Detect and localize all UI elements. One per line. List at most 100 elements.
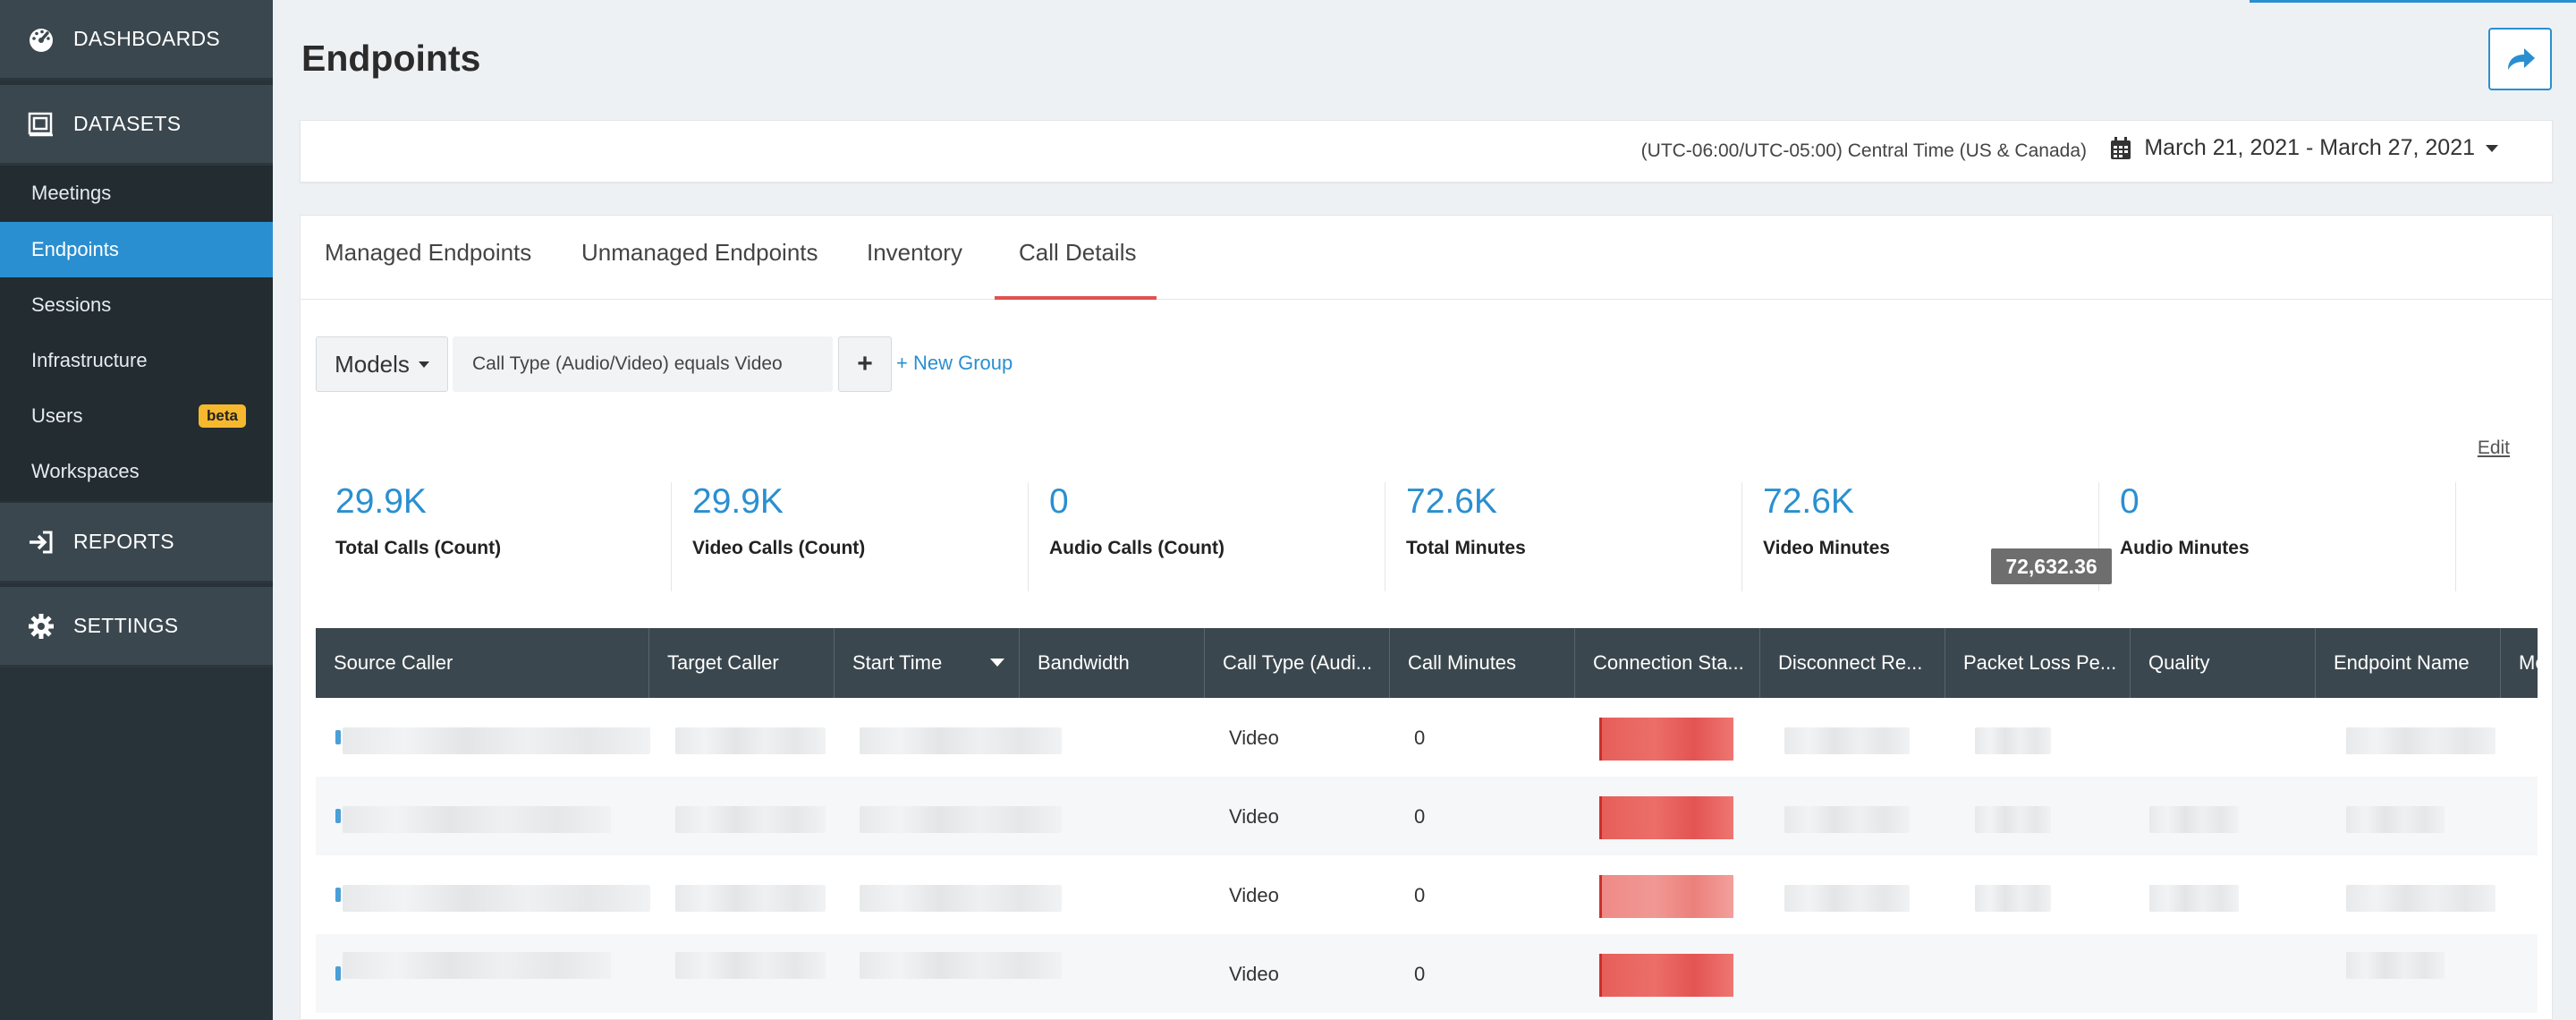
sidebar-item-label: Users (31, 404, 83, 427)
tab-unmanaged-endpoints[interactable]: Unmanaged Endpoints (581, 239, 818, 266)
new-group-link[interactable]: + New Group (896, 352, 1013, 374)
call-minutes-cell: 0 (1414, 805, 1426, 828)
redacted-cell (1975, 885, 2051, 912)
beta-badge: beta (199, 404, 246, 428)
sidebar-item-users[interactable]: Users beta (0, 388, 273, 444)
metric-video-minutes: 72.6K Video Minutes (1743, 482, 2099, 591)
metric-label: Total Calls (Count) (335, 538, 502, 558)
sidebar-item-label: Sessions (31, 293, 112, 316)
call-minutes-cell: 0 (1414, 963, 1426, 985)
connection-status-bar (1599, 875, 1733, 918)
metric-label: Video Calls (Count) (692, 538, 866, 558)
redacted-cell (2346, 727, 2496, 754)
sidebar-section-label: SETTINGS (73, 614, 179, 637)
main-content: Endpoints (UTC-06:00/UTC-05:00) Central … (273, 0, 2576, 1020)
tab-managed-endpoints[interactable]: Managed Endpoints (325, 239, 532, 266)
content-panel: Managed Endpoints Unmanaged Endpoints In… (300, 215, 2553, 1020)
column-header-disconnect-reason[interactable]: Disconnect Re... (1760, 628, 1945, 698)
column-header-connection-status[interactable]: Connection Sta... (1575, 628, 1760, 698)
metric-total-minutes: 72.6K Total Minutes (1386, 482, 1742, 591)
share-button[interactable] (2488, 28, 2552, 90)
metric-audio-minutes: 0 Audio Minutes (2100, 482, 2456, 591)
tab-bar: Managed Endpoints Unmanaged Endpoints In… (301, 216, 2552, 300)
metric-label: Total Minutes (1406, 538, 1526, 558)
table-row[interactable]: Video 0 (316, 698, 2538, 777)
metric-label: Video Minutes (1763, 538, 1890, 558)
active-tab-indicator (995, 296, 1157, 300)
redacted-cell (1975, 727, 2051, 754)
tab-call-details[interactable]: Call Details (1019, 239, 1137, 266)
metric-value: 0 (2120, 482, 2140, 521)
date-range-picker[interactable]: March 21, 2021 - March 27, 2021 (2110, 135, 2498, 161)
column-header-quality[interactable]: Quality (2131, 628, 2316, 698)
share-arrow-icon (2507, 48, 2535, 70)
column-header-packet-loss[interactable]: Packet Loss Pe... (1945, 628, 2131, 698)
chevron-down-icon (2486, 144, 2498, 152)
sidebar-section-datasets[interactable]: DATASETS (0, 85, 273, 166)
sidebar: DASHBOARDS DATASETS Meetings Endpoints S… (0, 0, 273, 1020)
call-type-cell: Video (1229, 727, 1279, 749)
column-header-call-type[interactable]: Call Type (Audi... (1205, 628, 1390, 698)
redacted-cell (860, 952, 1062, 979)
sidebar-section-dashboards[interactable]: DASHBOARDS (0, 0, 273, 81)
row-marker (335, 809, 341, 823)
sidebar-item-meetings[interactable]: Meetings (0, 166, 273, 221)
redacted-cell (343, 806, 611, 833)
models-dropdown[interactable]: Models (316, 336, 448, 392)
redacted-cell (675, 727, 826, 754)
call-minutes-cell: 0 (1414, 884, 1426, 906)
redacted-cell (675, 885, 826, 912)
redacted-cell (343, 952, 611, 979)
redacted-cell (1784, 885, 1910, 912)
sidebar-item-infrastructure[interactable]: Infrastructure (0, 333, 273, 388)
column-header-bandwidth[interactable]: Bandwidth (1020, 628, 1205, 698)
metric-video-calls: 29.9K Video Calls (Count) (673, 482, 1029, 591)
redacted-cell (2346, 952, 2445, 979)
tab-inventory[interactable]: Inventory (867, 239, 962, 266)
redacted-cell (675, 806, 826, 833)
chevron-down-icon (418, 361, 429, 368)
sidebar-item-label: Infrastructure (31, 349, 148, 371)
column-header-more[interactable]: Me (2501, 628, 2538, 698)
table-row[interactable]: Video 0 (316, 855, 2538, 934)
gear-icon (27, 612, 55, 641)
connection-status-bar (1599, 954, 1733, 997)
table-header: Source Caller Target Caller Start Time B… (316, 628, 2538, 698)
redacted-cell (1784, 806, 1910, 833)
metric-audio-calls: 0 Audio Calls (Count) (1030, 482, 1385, 591)
sidebar-section-reports[interactable]: REPORTS (0, 503, 273, 583)
edit-metrics-link[interactable]: Edit (2477, 438, 2510, 458)
sidebar-item-endpoints[interactable]: Endpoints (0, 222, 273, 277)
table-row[interactable]: Video 0 (316, 777, 2538, 855)
sidebar-section-label: REPORTS (73, 530, 174, 553)
value-tooltip: 72,632.36 (1991, 548, 2112, 584)
reports-signin-icon (27, 528, 55, 557)
column-header-source-caller[interactable]: Source Caller (316, 628, 649, 698)
timezone-label[interactable]: (UTC-06:00/UTC-05:00) Central Time (US &… (1640, 140, 2087, 161)
sidebar-section-settings[interactable]: SETTINGS (0, 587, 273, 667)
metric-total-calls: 29.9K Total Calls (Count) (316, 482, 672, 591)
date-range-label: March 21, 2021 - March 27, 2021 (2144, 135, 2475, 160)
sidebar-item-label: Endpoints (31, 238, 119, 260)
redacted-cell (2149, 885, 2239, 912)
column-header-endpoint-name[interactable]: Endpoint Name (2316, 628, 2501, 698)
table-row[interactable]: Video 0 (316, 934, 2538, 1013)
add-condition-button[interactable]: + (838, 336, 892, 392)
column-header-target-caller[interactable]: Target Caller (649, 628, 835, 698)
metric-value: 29.9K (692, 482, 784, 521)
metric-label: Audio Calls (Count) (1049, 538, 1224, 558)
redacted-cell (1784, 727, 1910, 754)
sidebar-item-workspaces[interactable]: Workspaces (0, 444, 273, 499)
metric-value: 72.6K (1406, 482, 1497, 521)
metric-value: 0 (1049, 482, 1069, 521)
column-header-call-minutes[interactable]: Call Minutes (1390, 628, 1575, 698)
column-header-start-time[interactable]: Start Time (835, 628, 1020, 698)
sidebar-item-sessions[interactable]: Sessions (0, 277, 273, 333)
redacted-cell (2346, 806, 2445, 833)
redacted-cell (1975, 806, 2051, 833)
sidebar-item-label: Meetings (31, 182, 112, 204)
redacted-cell (2346, 885, 2496, 912)
filter-condition-pill[interactable]: Call Type (Audio/Video) equals Video (453, 336, 833, 392)
sort-descending-icon[interactable] (990, 659, 1004, 667)
redacted-cell (860, 885, 1062, 912)
